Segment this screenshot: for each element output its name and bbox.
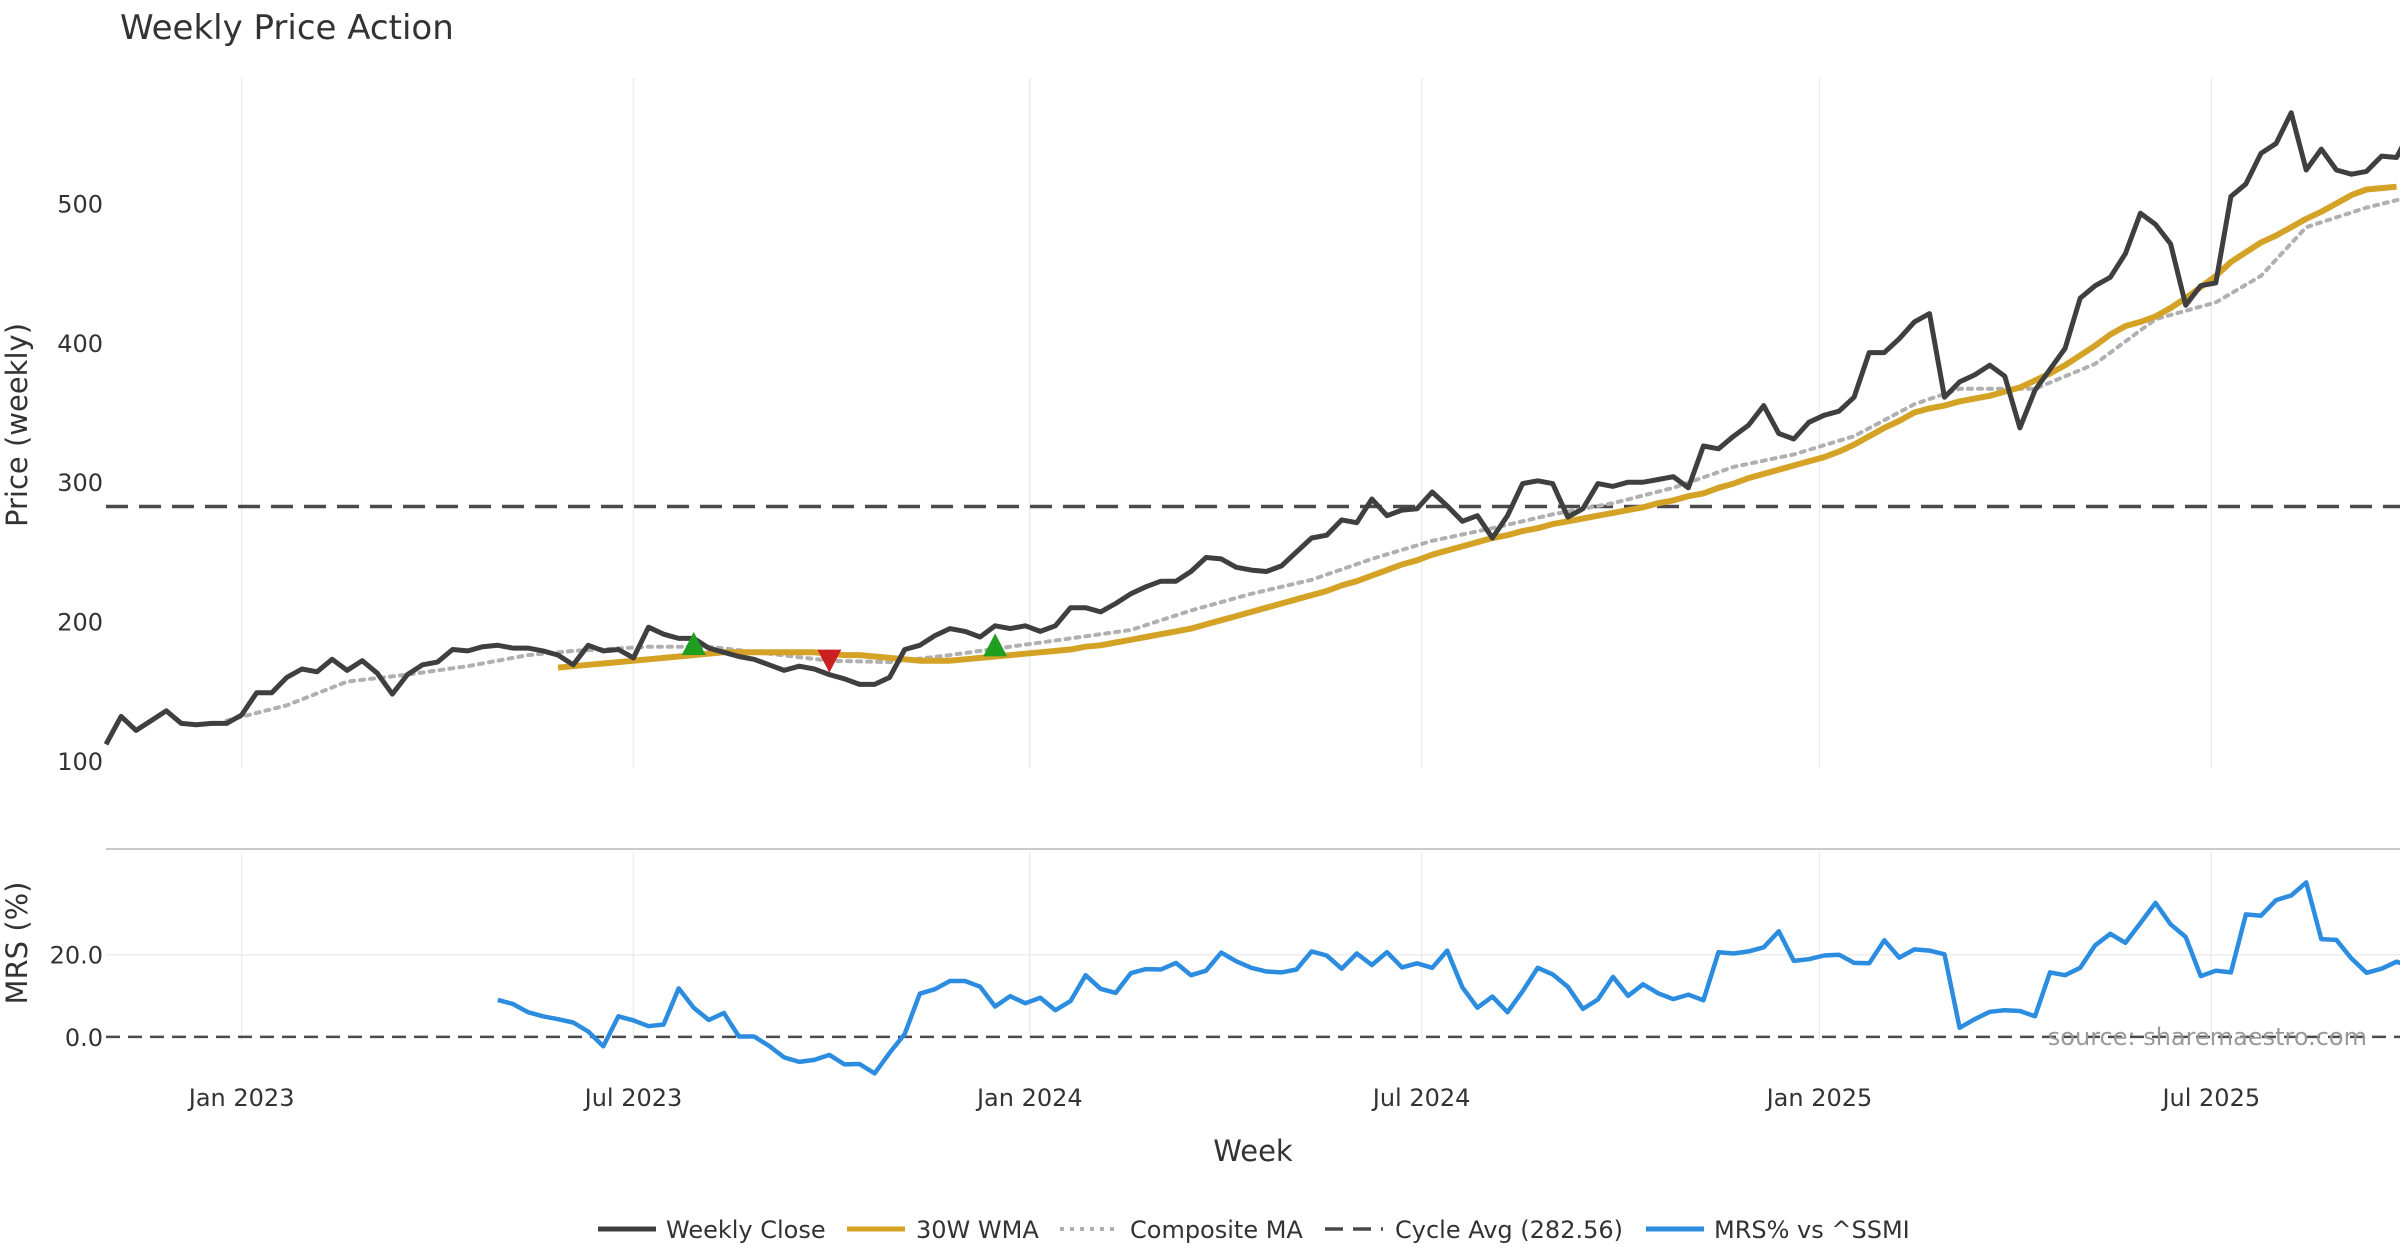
legend-label: 30W WMA <box>916 1216 1039 1244</box>
x-tick-label: Jan 2023 <box>187 1084 295 1112</box>
legend-label: Weekly Close <box>666 1216 826 1244</box>
price-y-tick-label: 500 <box>57 190 103 218</box>
x-tick-label: Jul 2024 <box>1371 1084 1471 1112</box>
mrs-y-axis-label: MRS (%) <box>0 882 34 1005</box>
source-note: source: sharemaestro.com <box>2048 1023 2367 1051</box>
price-y-tick-label: 400 <box>57 330 103 358</box>
buy-signal-marker <box>983 633 1008 657</box>
price-y-tick-label: 300 <box>57 469 103 497</box>
x-tick-label: Jul 2025 <box>2160 1084 2260 1112</box>
chart-title: Weekly Price Action <box>120 8 454 48</box>
price-y-tick-label: 100 <box>57 748 103 776</box>
composite-ma-line <box>224 197 2400 723</box>
mrs-y-tick-label: 0.0 <box>65 1024 103 1052</box>
buy-signal-marker <box>681 631 706 655</box>
wma-30w-series <box>557 183 2397 671</box>
mrs-series <box>497 880 2400 1076</box>
x-tick-label: Jul 2023 <box>583 1084 683 1112</box>
price-grid <box>240 78 2213 768</box>
legend-label: MRS% vs ^SSMI <box>1714 1216 1910 1244</box>
mrs-y-ticks: 0.0 20.0 <box>50 942 103 1052</box>
legend-label: Cycle Avg (282.56) <box>1395 1216 1623 1244</box>
mrs-line <box>497 880 2400 1076</box>
price-y-ticks: 100 200 300 400 500 <box>57 190 103 776</box>
wma-line <box>557 183 2397 671</box>
legend: Weekly Close 30W WMA Composite MA Cycle Avg… <box>598 1216 1910 1244</box>
x-tick-label: Jan 2025 <box>1765 1084 1873 1112</box>
sell-signal-marker <box>817 649 842 673</box>
weekly-close-line <box>103 110 2400 746</box>
weekly-close-series <box>103 110 2400 746</box>
price-y-tick-label: 200 <box>57 609 103 637</box>
x-axis-label: Week <box>1213 1134 1293 1168</box>
x-tick-label: Jan 2024 <box>975 1084 1083 1112</box>
mrs-grid <box>106 852 2400 1040</box>
price-y-axis-label: Price (weekly) <box>0 323 34 527</box>
x-ticks: Jan 2023 Jul 2023 Jan 2024 Jul 2024 Jan 2025… <box>187 1084 2260 1112</box>
legend-label: Composite MA <box>1130 1216 1303 1244</box>
composite-ma-series <box>224 197 2400 723</box>
mrs-y-tick-label: 20.0 <box>50 942 103 970</box>
signal-markers <box>681 631 1008 673</box>
